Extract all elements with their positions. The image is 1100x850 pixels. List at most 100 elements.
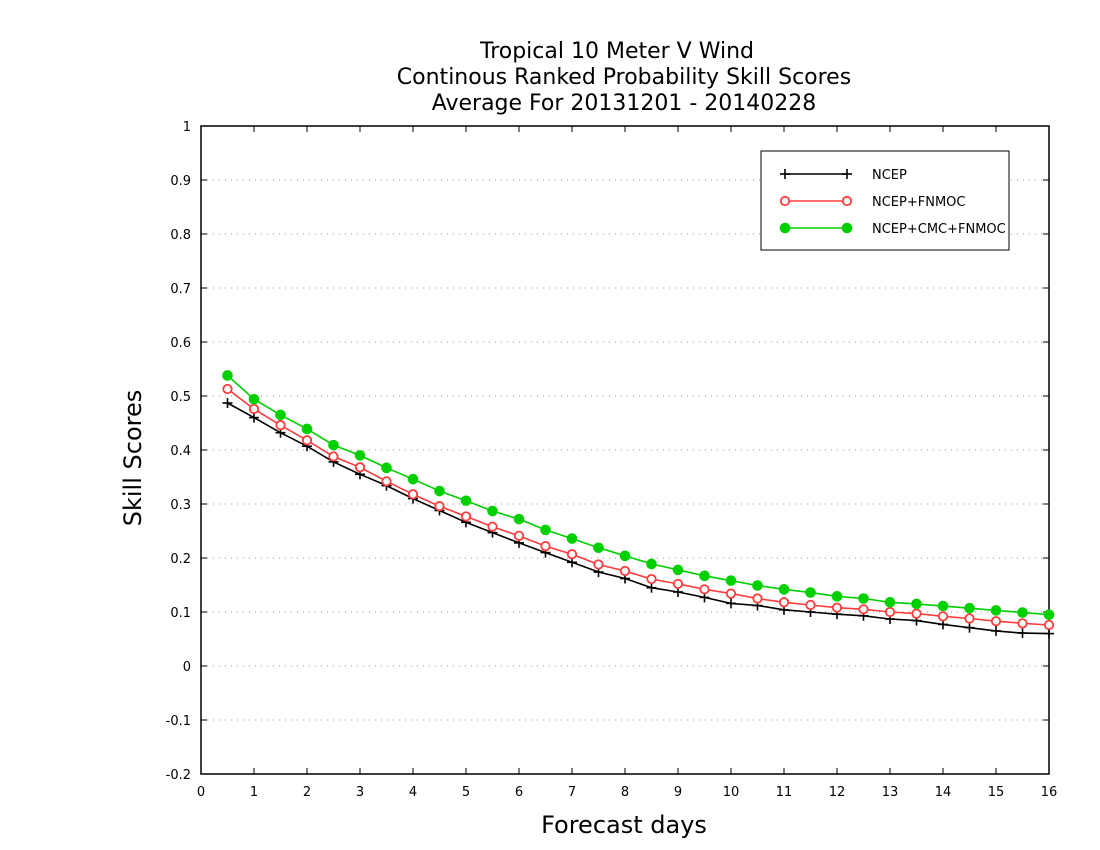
x-tick-label: 11: [776, 785, 793, 800]
x-tick-label: 5: [462, 785, 470, 800]
data-point: [222, 370, 233, 381]
data-point: [990, 616, 1002, 627]
data-point: [752, 593, 763, 604]
x-tick-label: 0: [197, 785, 205, 800]
data-point: [381, 462, 392, 474]
data-point: [593, 559, 604, 570]
y-tick-label: 0.9: [170, 174, 191, 189]
x-tick-label: 10: [723, 785, 740, 800]
legend-marker: [841, 222, 853, 234]
legend-marker: [842, 169, 852, 179]
series-line: [226, 374, 1050, 616]
data-point: [540, 541, 551, 552]
data-point: [381, 476, 392, 487]
data-point: [513, 513, 525, 525]
data-point: [1017, 607, 1028, 618]
legend-marker: [779, 222, 791, 234]
x-tick-label: 14: [935, 785, 952, 800]
series-2: [222, 370, 1055, 621]
data-point: [275, 409, 286, 421]
data-point: [778, 597, 790, 608]
data-point: [566, 549, 578, 560]
data-point: [805, 587, 816, 598]
data-point: [407, 489, 419, 500]
data-point: [407, 473, 419, 485]
y-tick-label: 0.6: [170, 336, 191, 351]
data-point: [646, 573, 657, 585]
data-point: [301, 423, 313, 435]
x-tick-label: 4: [409, 785, 417, 800]
data-point: [434, 501, 445, 512]
data-point: [937, 611, 949, 622]
data-point: [831, 602, 843, 613]
data-point: [248, 393, 260, 405]
legend-label: NCEP: [872, 168, 907, 183]
data-point: [487, 521, 498, 532]
data-point: [354, 450, 366, 461]
x-tick-label: 3: [356, 785, 364, 800]
y-tick-label: 0.2: [170, 552, 191, 567]
data-point: [964, 613, 975, 624]
legend-label: NCEP+CMC+FNMOC: [872, 222, 1006, 237]
x-tick-label: 15: [988, 785, 1005, 800]
data-point: [858, 604, 869, 615]
data-point: [646, 558, 657, 570]
data-point: [354, 462, 366, 473]
x-tick-label: 7: [568, 785, 576, 800]
y-tick-label: 0.3: [170, 498, 191, 513]
data-point: [1043, 609, 1055, 621]
y-tick-label: 0: [183, 660, 191, 675]
data-point: [911, 608, 922, 619]
x-axis-label: Forecast days: [541, 811, 707, 839]
y-tick-label: 0.8: [170, 228, 191, 243]
data-point: [937, 600, 949, 612]
x-tick-label: 6: [515, 785, 523, 800]
data-point: [858, 593, 869, 604]
data-point: [460, 495, 472, 507]
data-point: [672, 564, 684, 576]
data-point: [248, 403, 260, 415]
y-tick-label: 1: [183, 120, 191, 135]
series-line: [227, 402, 1050, 635]
series-group: [222, 370, 1055, 639]
series-0: [222, 398, 1054, 639]
data-point: [991, 625, 1001, 636]
data-point: [778, 584, 790, 595]
y-tick-label: 0.7: [170, 282, 191, 297]
data-point: [619, 565, 631, 577]
legend-marker: [780, 169, 790, 179]
data-point: [540, 524, 551, 536]
data-point: [646, 582, 657, 593]
data-point: [1017, 628, 1028, 639]
chart-title-group: Tropical 10 Meter V Wind Continous Ranke…: [397, 39, 851, 116]
legend-marker: [841, 195, 853, 207]
data-point: [619, 550, 631, 562]
data-point: [301, 435, 313, 446]
grid-lines: [201, 179, 1049, 721]
data-point: [222, 398, 233, 409]
data-point: [1043, 619, 1055, 631]
y-tick-label: 0.1: [170, 606, 191, 621]
data-point: [487, 505, 498, 517]
data-point: [964, 602, 975, 614]
data-point: [884, 596, 896, 608]
data-point: [699, 584, 710, 595]
data-point: [222, 383, 233, 395]
y-tick-label: 0.5: [170, 390, 191, 405]
x-tick-label: 13: [882, 785, 899, 800]
data-point: [752, 580, 763, 591]
y-axis-ticks: -0.2 -0.1 0 0.1 0.2 0.3 0.4 0.5 0.6 0.7 0.8 0.9 1: [166, 120, 1049, 783]
data-point: [725, 588, 737, 599]
data-point: [699, 570, 710, 582]
data-point: [725, 575, 737, 586]
series-line: [227, 388, 1050, 626]
legend: NCEP NCEP+FNMOC NCEP+CMC+FNMOC: [760, 150, 1010, 251]
chart-title-line-3: Average For 20131201 - 20140228: [432, 91, 817, 116]
data-point: [1017, 618, 1028, 629]
data-point: [805, 599, 816, 611]
data-point: [990, 605, 1002, 616]
data-point: [249, 412, 259, 423]
data-point: [513, 530, 525, 541]
x-tick-label: 9: [674, 785, 682, 800]
